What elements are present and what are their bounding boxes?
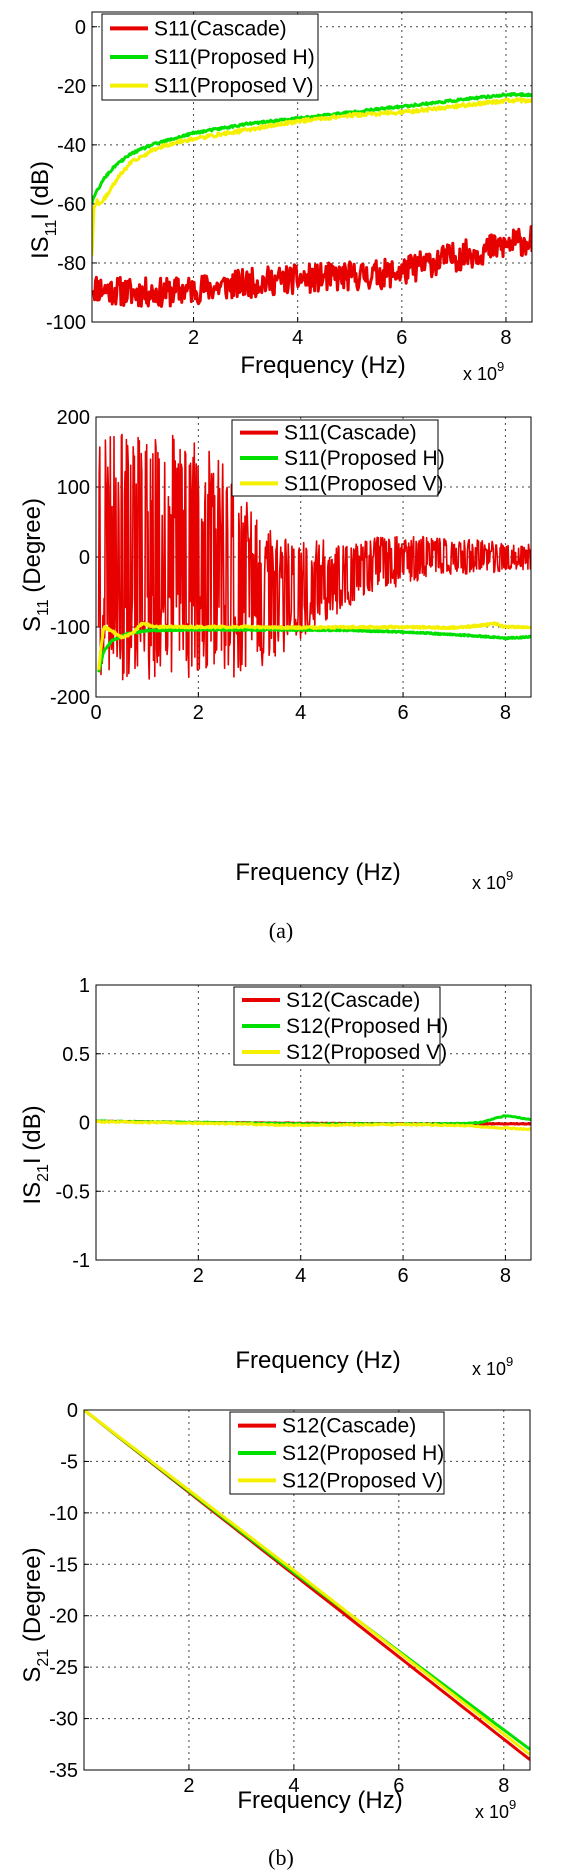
series-line	[92, 225, 532, 308]
chart-s11-magnitude: IS11I (dB) Frequency (Hz) x 109 2 4 6 8 0 -20…	[0, 0, 562, 400]
x-tick-label: 2	[193, 702, 204, 724]
y-tick-label: -30	[49, 1709, 78, 1731]
y-tick-label: -100	[50, 617, 90, 639]
legend-label: S11(Proposed H)	[154, 46, 315, 69]
x-tick-label: 8	[498, 1775, 509, 1797]
y-tick-label: 0	[79, 547, 90, 569]
legend-label: S12(Proposed V)	[286, 1041, 447, 1064]
y-tick-label: 0	[67, 1400, 78, 1422]
y-axis-label: IS11I (dB)	[27, 161, 60, 259]
y-tick-label: 0	[79, 1113, 90, 1135]
caption-b: (b)	[268, 1845, 294, 1870]
x-tick-label: 8	[500, 327, 511, 349]
y-tick-label: 0.5	[62, 1044, 90, 1066]
x-tick-label: 6	[393, 1775, 404, 1797]
series-line	[84, 1410, 530, 1756]
y-tick-label: -200	[50, 687, 90, 709]
x-tick-label: 2	[193, 1265, 204, 1287]
series-line	[97, 627, 531, 673]
legend-label: S12(Proposed H)	[282, 1442, 444, 1465]
y-tick-label: -20	[57, 76, 86, 98]
x-axis-label: Frequency (Hz)	[235, 1347, 400, 1374]
x-multiplier: x 109	[475, 1797, 516, 1822]
chart-s11-phase: S11 (Degree) Frequency (Hz) x 109 0 2 4 6 8 2…	[0, 410, 562, 910]
y-tick-label: -0.5	[56, 1181, 90, 1203]
series-line	[97, 621, 531, 670]
legend-label: S12(Proposed V)	[282, 1469, 443, 1492]
plot-frame	[95, 984, 532, 1261]
x-axis-label: Frequency (Hz)	[235, 859, 400, 886]
y-tick-label: -60	[57, 194, 86, 216]
y-axis-label: S11 (Degree)	[19, 498, 52, 632]
series-line	[96, 1119, 531, 1132]
legend-label: S12(Cascade)	[286, 989, 420, 1012]
x-tick-label: 6	[397, 1265, 408, 1287]
series-line	[92, 97, 532, 256]
x-tick-label: 2	[183, 1775, 194, 1797]
legend-label: S11(Cascade)	[284, 422, 417, 445]
y-axis-label: IS21I (dB)	[19, 1105, 52, 1204]
caption-a: (a)	[268, 918, 294, 943]
x-multiplier: x 109	[472, 868, 513, 893]
series-line	[92, 92, 532, 204]
y-tick-label: 0	[75, 17, 86, 39]
x-multiplier: x 109	[472, 1354, 513, 1379]
chart-s11-magnitude-svg: IS11I (dB) Frequency (Hz) x 109 2 4 6 8 0 -20…	[27, 11, 533, 384]
chart-s21-magnitude-svg: IS21I (dB) Frequency (Hz) x 109 2 4 6 8 1 0.5…	[19, 975, 532, 1379]
legend-label: S12(Proposed H)	[286, 1015, 448, 1038]
x-tick-label: 6	[397, 702, 408, 724]
plot-frame	[95, 416, 532, 698]
legend-label: S11(Proposed V)	[284, 472, 444, 495]
x-tick-label: 2	[188, 327, 199, 349]
x-axis-label: Frequency (Hz)	[237, 1787, 402, 1814]
legend-label: S11(Proposed V)	[154, 75, 314, 98]
x-tick-label: 4	[295, 702, 306, 724]
y-tick-label: -20	[49, 1606, 78, 1628]
x-tick-label: 4	[292, 327, 303, 349]
plot-frame	[83, 1409, 531, 1771]
y-tick-label: -25	[49, 1657, 78, 1679]
x-tick-label: 4	[295, 1265, 306, 1287]
chart-s21-magnitude: IS21I (dB) Frequency (Hz) x 109 2 4 6 8 1 0.5…	[0, 975, 562, 1395]
y-tick-label: -15	[49, 1554, 78, 1576]
x-tick-label: 6	[396, 327, 407, 349]
chart-s21-phase: S21 (Degree) Frequency (Hz) x 109 2 4 6 8 0 -…	[0, 1400, 562, 1840]
x-tick-label: 0	[90, 702, 101, 724]
legend-label: S12(Cascade)	[282, 1415, 416, 1438]
y-axis-label: S21 (Degree)	[19, 1547, 52, 1682]
y-tick-label: -1	[72, 1250, 90, 1272]
x-axis-label: Frequency (Hz)	[240, 352, 405, 379]
x-tick-label: 4	[288, 1775, 299, 1797]
y-tick-label: -80	[57, 253, 86, 275]
y-tick-label: 100	[57, 477, 90, 499]
y-tick-label: 200	[57, 410, 90, 429]
y-tick-label: -100	[46, 312, 86, 334]
y-tick-label: 1	[79, 975, 90, 997]
y-tick-label: -35	[49, 1760, 78, 1782]
y-tick-label: -10	[49, 1503, 78, 1525]
x-tick-label: 8	[500, 1265, 511, 1287]
x-tick-label: 8	[500, 702, 511, 724]
legend-label: S11(Proposed H)	[284, 447, 445, 470]
chart-s21-phase-svg: S21 (Degree) Frequency (Hz) x 109 2 4 6 8 0 -…	[19, 1400, 531, 1822]
y-tick-label: -5	[60, 1451, 78, 1473]
chart-s11-phase-svg: S11 (Degree) Frequency (Hz) x 109 0 2 4 6 8 2…	[19, 410, 532, 893]
y-tick-label: -40	[57, 135, 86, 157]
legend-label: S11(Cascade)	[154, 17, 287, 40]
x-multiplier: x 109	[463, 359, 504, 384]
plot-frame	[91, 11, 533, 323]
